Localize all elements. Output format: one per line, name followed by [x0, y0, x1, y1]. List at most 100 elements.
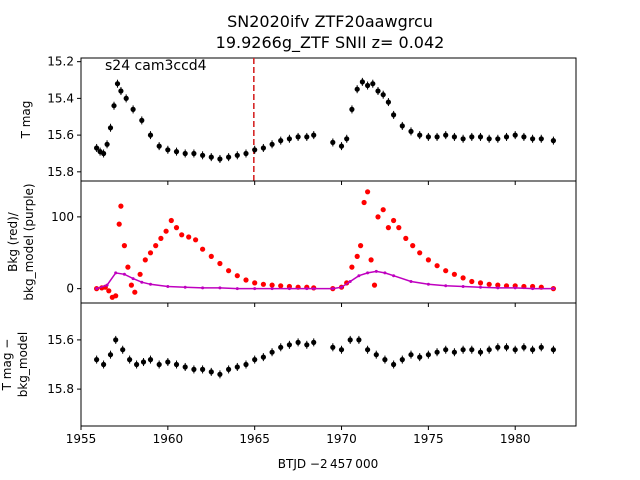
data-point	[139, 117, 145, 123]
data-point	[338, 347, 345, 353]
data-point	[111, 103, 117, 109]
data-point	[512, 347, 518, 353]
data-point	[200, 366, 206, 372]
data-point	[201, 286, 205, 290]
data-point	[163, 228, 169, 234]
data-point	[396, 225, 402, 231]
data-point	[305, 287, 309, 291]
data-point	[348, 280, 352, 283]
data-point	[147, 357, 154, 363]
data-point	[147, 250, 154, 256]
data-point	[295, 134, 301, 140]
data-point	[208, 369, 214, 375]
data-point	[118, 203, 124, 209]
panel-bottom-ticks: 15.6 15.8 1955 1960 1965 1970 1975 1980	[47, 333, 530, 446]
data-point	[304, 134, 310, 140]
panel-bottom-frame	[80, 302, 577, 427]
data-point	[243, 150, 249, 157]
data-point	[125, 264, 131, 270]
data-point	[374, 269, 378, 273]
data-point	[495, 344, 501, 350]
data-point	[114, 271, 118, 275]
data-point	[311, 339, 317, 345]
data-point	[365, 189, 371, 195]
data-point	[304, 342, 310, 348]
data-point	[538, 344, 544, 350]
data-point	[286, 342, 292, 348]
data-point	[252, 280, 258, 286]
data-point	[200, 152, 206, 158]
data-point	[95, 287, 99, 291]
x-axis-label: BTJD −2 457 000	[278, 457, 378, 471]
y-tick-label: 15.8	[47, 382, 74, 396]
data-point	[147, 132, 154, 138]
data-point	[252, 147, 258, 153]
chart-title-line2: 19.9266g_ZTF SNII z= 0.042	[216, 33, 445, 53]
data-point	[521, 134, 527, 140]
data-point	[200, 246, 206, 252]
data-point	[94, 357, 100, 363]
data-point	[269, 349, 275, 355]
data-point	[399, 357, 405, 363]
data-point	[260, 145, 266, 151]
data-point	[354, 86, 360, 92]
data-point	[132, 289, 138, 295]
data-point	[479, 285, 482, 289]
data-point	[409, 280, 413, 283]
data-point	[392, 274, 396, 278]
data-point	[426, 282, 430, 286]
data-point	[443, 132, 449, 138]
data-point	[366, 271, 370, 275]
panel-middle-marks	[94, 189, 557, 300]
data-point	[330, 344, 336, 350]
panel-bottom-marks	[94, 335, 557, 379]
data-point	[451, 271, 457, 277]
data-point	[371, 282, 378, 288]
data-point	[375, 88, 381, 94]
data-point	[358, 243, 364, 249]
data-point	[312, 287, 316, 291]
data-point	[550, 138, 557, 144]
panel-top-frame	[80, 57, 577, 182]
data-point	[349, 264, 355, 270]
data-point	[234, 364, 240, 370]
data-point	[370, 81, 376, 87]
x-tick-label: 1955	[66, 432, 97, 446]
data-point	[417, 250, 423, 256]
data-point	[495, 136, 501, 142]
data-point	[469, 278, 475, 285]
data-point	[165, 147, 171, 153]
data-point	[382, 357, 388, 363]
data-point	[253, 287, 257, 291]
data-point	[287, 287, 291, 291]
data-point	[269, 282, 275, 288]
data-point	[344, 136, 350, 142]
data-point	[354, 253, 360, 259]
data-point	[173, 225, 180, 231]
data-point	[469, 134, 475, 140]
data-point	[486, 136, 492, 142]
data-point	[295, 339, 301, 345]
data-point	[425, 352, 431, 358]
data-point	[521, 344, 527, 350]
panel-top-ticks: 15.2 15.4 15.6 15.8	[47, 55, 516, 185]
data-point	[513, 286, 517, 290]
data-point	[503, 283, 510, 289]
data-point	[166, 285, 170, 288]
data-point	[391, 217, 397, 224]
data-point	[218, 286, 222, 290]
data-point	[106, 288, 112, 294]
y-tick-label: 15.8	[47, 165, 74, 179]
data-point	[331, 287, 335, 291]
data-point	[191, 366, 197, 372]
data-point	[434, 134, 440, 140]
panel-top: T mag s24 cam3ccd4 15.2 15.4 15.6 15.8	[19, 55, 577, 185]
data-point	[114, 81, 121, 87]
data-point	[365, 347, 371, 353]
data-point	[226, 268, 232, 274]
data-point	[140, 359, 147, 365]
data-point	[408, 352, 414, 358]
data-point	[122, 272, 126, 276]
data-point	[460, 136, 466, 142]
data-point	[375, 214, 381, 220]
